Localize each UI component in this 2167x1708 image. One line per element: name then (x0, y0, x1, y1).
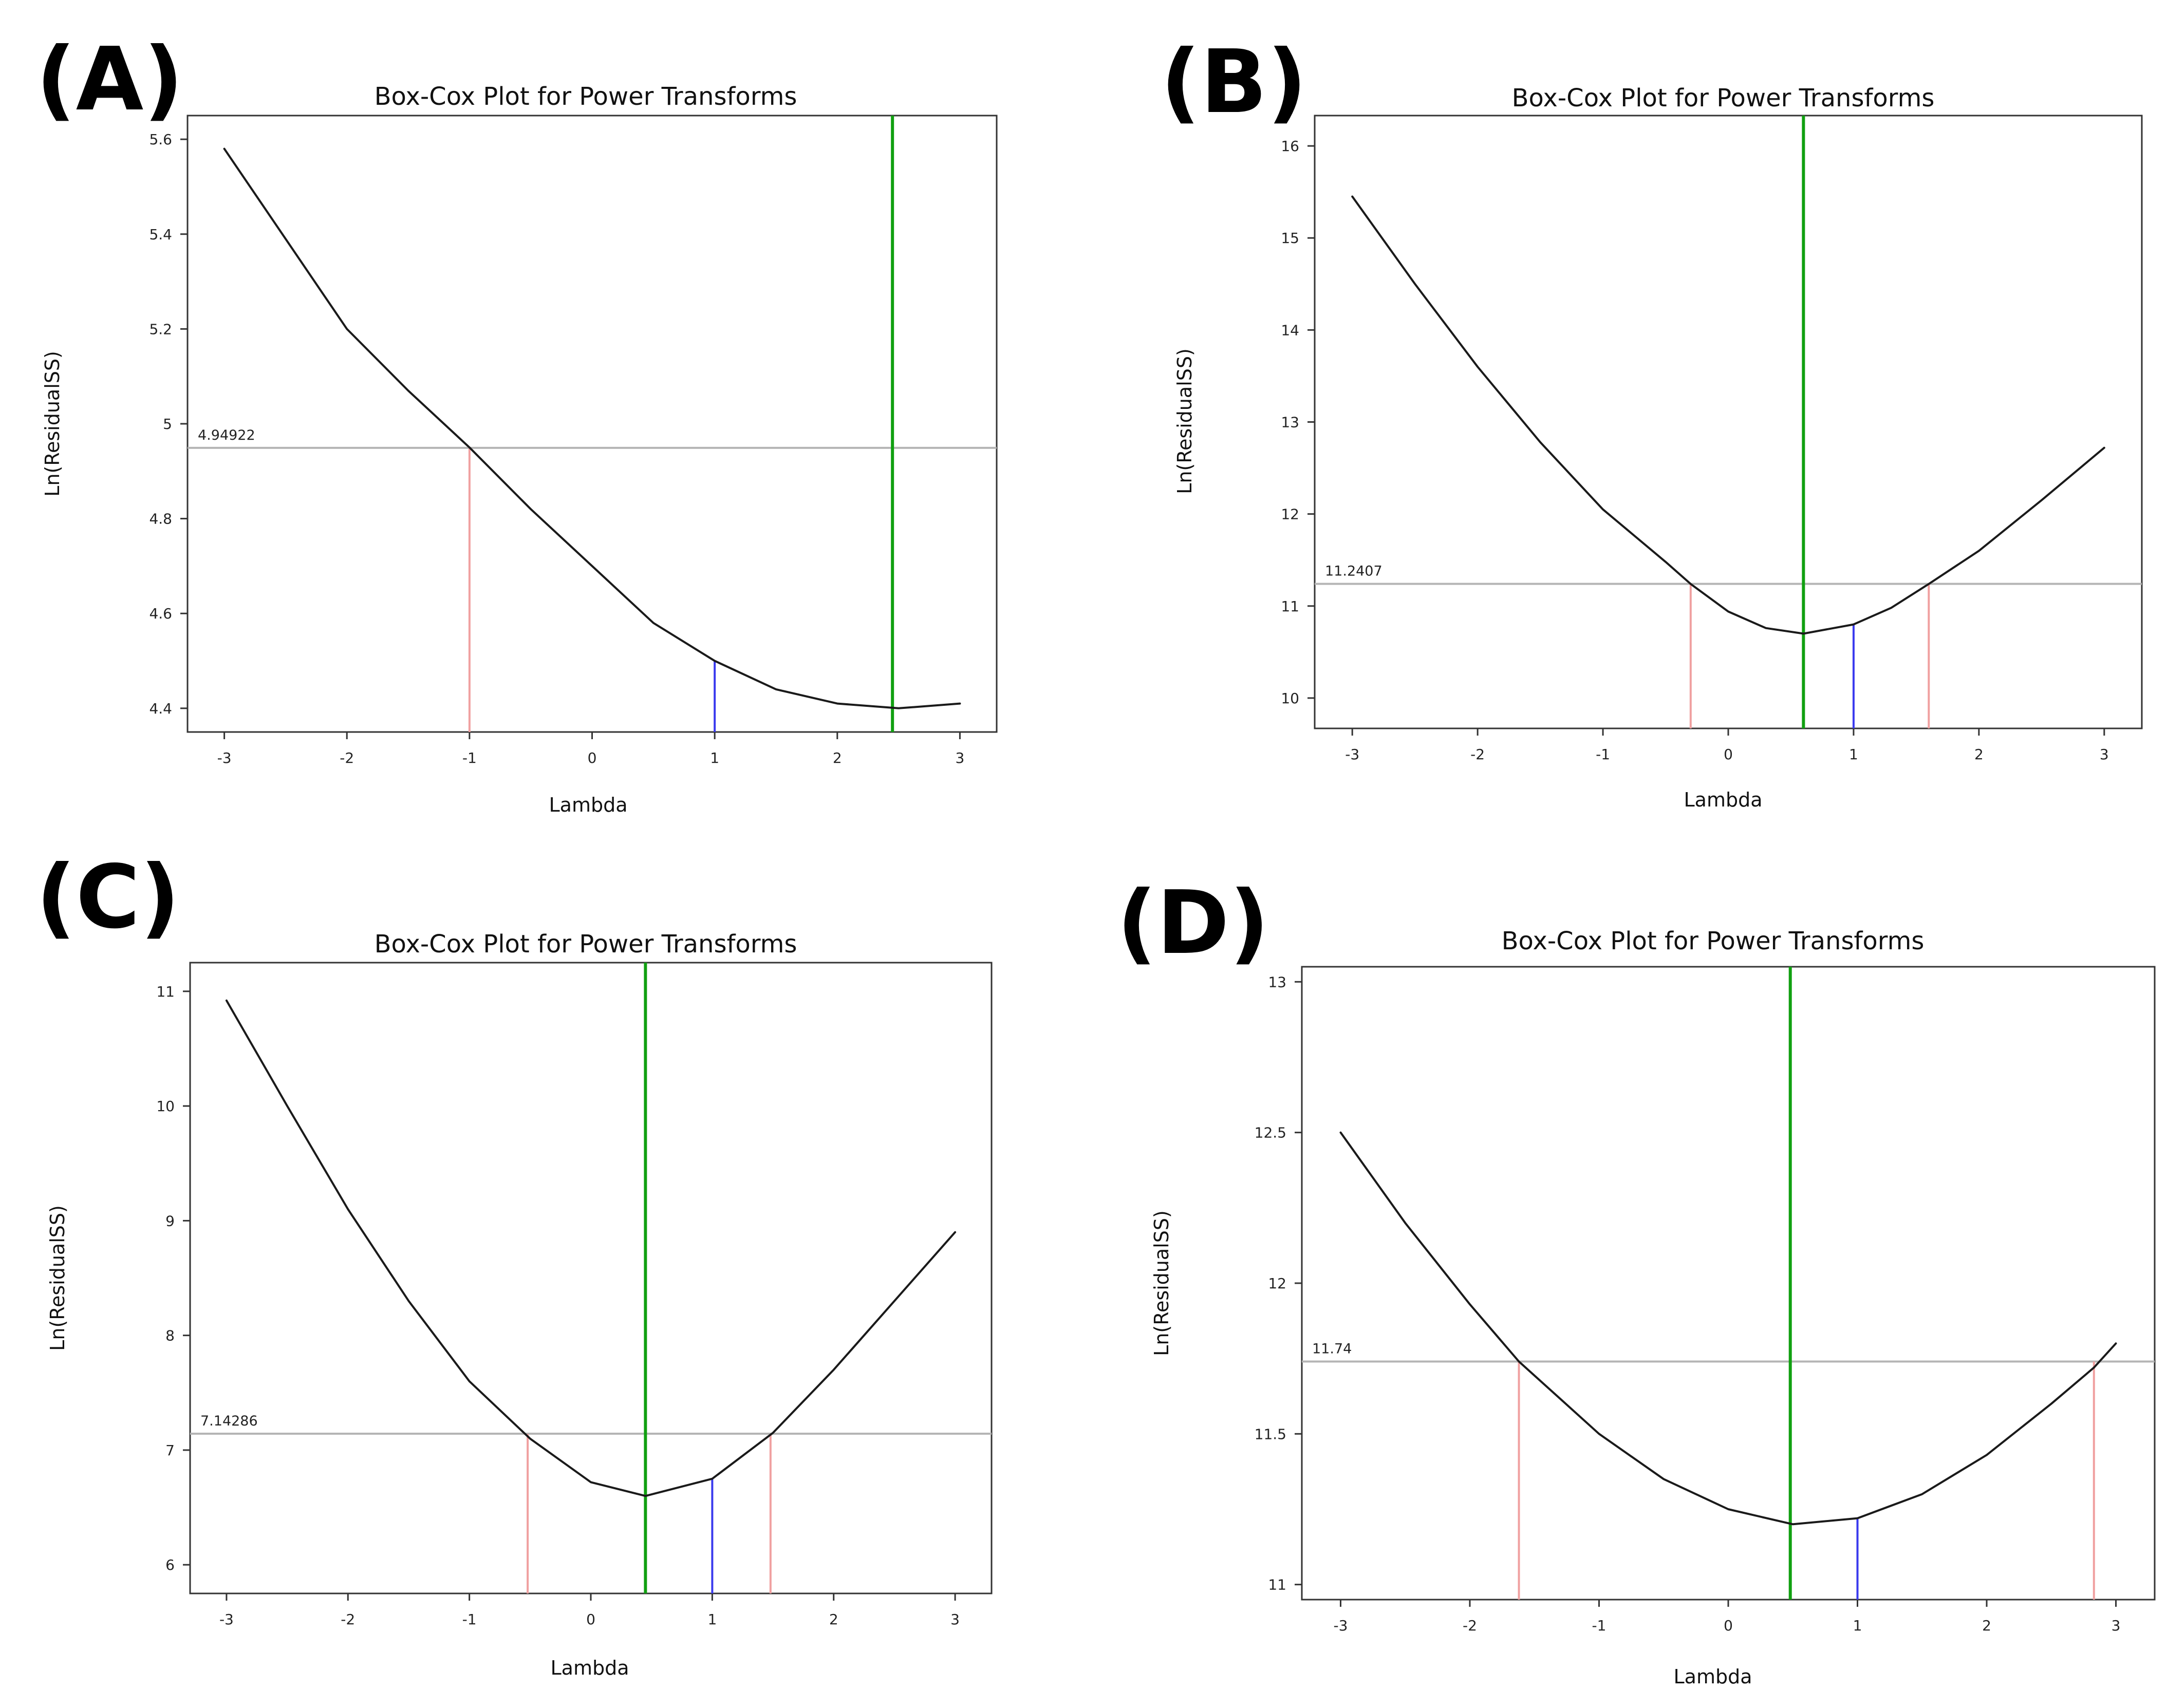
y-axis-label: Ln(ResidualSS) (41, 351, 64, 497)
x-tick-label: 0 (588, 749, 597, 766)
y-tick-label: 4.6 (149, 605, 172, 622)
y-tick-label: 7 (165, 1442, 175, 1459)
plot-frame (189, 962, 993, 1594)
y-tick-label: 11 (156, 983, 175, 1000)
x-tick-label: -1 (462, 1611, 477, 1628)
y-tick-label: 4.4 (149, 700, 172, 717)
panel-label: (D) (1117, 872, 1269, 974)
x-tick-label: -2 (341, 1611, 355, 1628)
x-tick-label: 1 (1853, 1617, 1862, 1634)
x-tick-label: 2 (1974, 746, 1984, 763)
x-tick-label: 3 (950, 1611, 960, 1628)
y-tick-label: 12 (1281, 506, 1299, 523)
x-tick-label: -1 (1592, 1617, 1606, 1634)
x-tick-label: 1 (710, 749, 719, 766)
panel-label: (B) (1161, 31, 1307, 133)
reference-value-label: 11.74 (1312, 1341, 1352, 1357)
x-axis-label: Lambda (549, 794, 627, 816)
x-tick-label: 0 (1724, 1617, 1733, 1634)
y-tick-label: 5.2 (149, 321, 172, 337)
x-tick-label: 2 (829, 1611, 838, 1628)
x-tick-label: 1 (707, 1611, 717, 1628)
x-tick-label: -2 (1470, 746, 1485, 763)
y-tick-label: 12.5 (1255, 1124, 1286, 1141)
x-tick-label: 3 (2100, 746, 2109, 763)
y-tick-label: 13 (1268, 973, 1286, 990)
plot-frame (186, 115, 998, 733)
panel-label: (C) (36, 847, 180, 948)
x-tick-label: -2 (1463, 1617, 1477, 1634)
box-cox-plot-a: -3 -2 -1 0 1 2 3 4.4 4.6 4.8 5 5.2 5.4 5.6 Lambda Ln(Re… (41, 115, 998, 816)
reference-value-label: 7.14286 (200, 1413, 258, 1429)
y-axis-label: Ln(ResidualSS) (46, 1205, 69, 1351)
x-tick-label: 3 (955, 749, 964, 766)
reference-value-label: 11.2407 (1325, 564, 1383, 579)
y-axis-label: Ln(ResidualSS) (1150, 1210, 1173, 1356)
x-tick-label: 3 (2112, 1617, 2121, 1634)
plot-title: Box-Cox Plot for Power Transforms (1501, 927, 1925, 955)
y-tick-label: 5.6 (149, 131, 172, 148)
x-tick-label: -1 (462, 749, 477, 766)
plot-title: Box-Cox Plot for Power Transforms (1511, 84, 1935, 112)
y-tick-label: 14 (1281, 322, 1299, 339)
plot-title: Box-Cox Plot for Power Transforms (374, 82, 797, 111)
panel-label: (A) (36, 29, 183, 130)
panel-a: (A) Box-Cox Plot for Power Transforms -3… (0, 0, 1084, 854)
y-tick-label: 10 (156, 1098, 175, 1115)
y-tick-label: 13 (1281, 414, 1299, 431)
residual-ss-curve (225, 999, 957, 1497)
x-axis-label: Lambda (550, 1657, 629, 1679)
residual-ss-curve (223, 147, 961, 709)
y-tick-label: 12 (1268, 1275, 1286, 1292)
y-tick-label: 11 (1268, 1576, 1286, 1593)
plot-frame (1314, 115, 2143, 729)
x-tick-label: -3 (1345, 746, 1359, 763)
y-tick-label: 11 (1281, 598, 1299, 615)
residual-ss-curve (1339, 1131, 2117, 1526)
y-tick-label: 4.8 (149, 511, 172, 528)
y-tick-label: 11.5 (1255, 1425, 1286, 1442)
x-tick-label: -1 (1596, 746, 1610, 763)
x-tick-label: -2 (340, 749, 354, 766)
x-tick-label: -3 (1333, 1617, 1348, 1634)
reference-value-label: 4.94922 (198, 427, 255, 443)
x-tick-label: 0 (1724, 746, 1733, 763)
x-tick-label: 1 (1849, 746, 1858, 763)
box-cox-plot-c: -3 -2 -1 0 1 2 3 6 7 8 9 10 11 Lambda Ln(ResidualSS) 7.… (46, 962, 993, 1679)
y-tick-label: 15 (1281, 230, 1299, 247)
x-axis-label: Lambda (1684, 789, 1762, 811)
panel-c: (C) Box-Cox Plot for Power Transforms -3… (0, 854, 1084, 1707)
y-tick-label: 10 (1281, 690, 1299, 707)
y-tick-label: 6 (165, 1556, 175, 1573)
x-tick-label: 2 (1982, 1617, 1991, 1634)
panel-d: (D) Box-Cox Plot for Power Transforms -3… (1084, 854, 2167, 1707)
x-tick-label: -3 (219, 1611, 234, 1628)
box-cox-plot-d: -3 -2 -1 0 1 2 31111.51212.513LambdaLn(Residua… (1150, 966, 2156, 1688)
y-tick-label: 5.4 (149, 226, 172, 243)
plot-title: Box-Cox Plot for Power Transforms (374, 930, 797, 959)
box-cox-plot-b: -3 -2 -1 0 1 2 310111213141516LambdaLn(Residua… (1173, 115, 2143, 811)
x-tick-label: -3 (217, 749, 232, 766)
x-axis-label: Lambda (1673, 1665, 1752, 1688)
x-tick-label: 0 (586, 1611, 595, 1628)
panel-b: (B) Box-Cox Plot for Power Transforms -3… (1084, 0, 2167, 854)
y-tick-label: 8 (165, 1327, 175, 1344)
x-tick-label: 2 (833, 749, 842, 766)
y-tick-label: 16 (1281, 138, 1299, 155)
residual-ss-curve (1351, 195, 2105, 635)
y-axis-label: Ln(ResidualSS) (1173, 348, 1196, 494)
y-tick-label: 9 (165, 1212, 175, 1229)
plot-frame (1301, 966, 2156, 1601)
y-tick-label: 5 (163, 416, 172, 433)
